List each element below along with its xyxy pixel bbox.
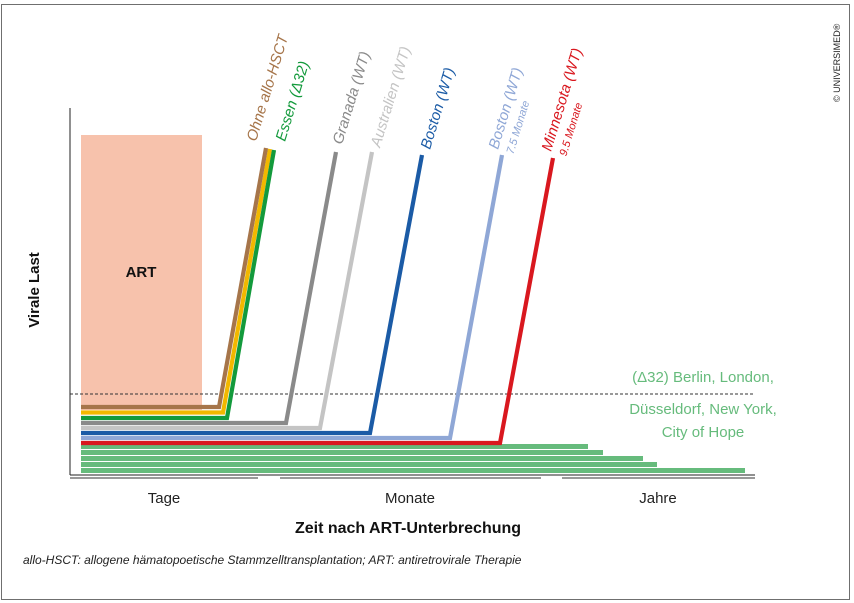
series-label: Boston (WT)7.5 Monate bbox=[486, 66, 533, 156]
series-label: Australien (WT) bbox=[367, 45, 414, 151]
series-line bbox=[81, 154, 505, 441]
x-tick-monate: Monate bbox=[385, 490, 435, 507]
remission-bar bbox=[81, 462, 657, 467]
series-line bbox=[81, 157, 556, 446]
remission-bar bbox=[81, 444, 588, 449]
series-line bbox=[81, 151, 339, 426]
series-lines bbox=[81, 147, 556, 446]
remission-bar bbox=[81, 468, 745, 473]
series-label-text: Granada (WT) bbox=[330, 50, 374, 147]
remission-note-line-1: (Δ32) Berlin, London, bbox=[632, 369, 774, 386]
series-line bbox=[81, 154, 425, 436]
y-axis-label: Virale Last bbox=[26, 252, 43, 328]
series-label: Boston (WT) bbox=[418, 66, 459, 151]
remission-note-line-2: Düsseldorf, New York, bbox=[629, 401, 777, 418]
remission-bar bbox=[81, 450, 603, 455]
series-line bbox=[81, 151, 375, 431]
figure-frame bbox=[1, 4, 850, 600]
series-label: Minnesota (WT)9.5 Monate bbox=[539, 46, 586, 157]
series-label-text: Australien (WT) bbox=[367, 45, 414, 151]
art-block bbox=[81, 135, 202, 410]
remission-note-line-3: City of Hope bbox=[662, 424, 745, 441]
remission-bars bbox=[81, 444, 745, 473]
series-line bbox=[81, 149, 277, 421]
x-axis-label: Zeit nach ART-Unterbrechung bbox=[295, 520, 521, 537]
art-label: ART bbox=[126, 264, 157, 281]
series-line-hidden bbox=[81, 148, 273, 415]
remission-bar bbox=[81, 456, 643, 461]
series-label: Granada (WT) bbox=[330, 50, 374, 147]
x-tick-tage: Tage bbox=[148, 490, 181, 507]
series-label-text: Boston (WT) bbox=[418, 66, 459, 151]
copyright-text: © UNIVERSIMED® bbox=[832, 23, 842, 102]
caption: allo-HSCT: allogene hämatopoetische Stam… bbox=[23, 553, 522, 567]
remission-note: (Δ32) Berlin, London, Düsseldorf, New Yo… bbox=[629, 369, 777, 441]
x-tick-jahre: Jahre bbox=[639, 490, 677, 507]
series-line bbox=[81, 147, 269, 410]
